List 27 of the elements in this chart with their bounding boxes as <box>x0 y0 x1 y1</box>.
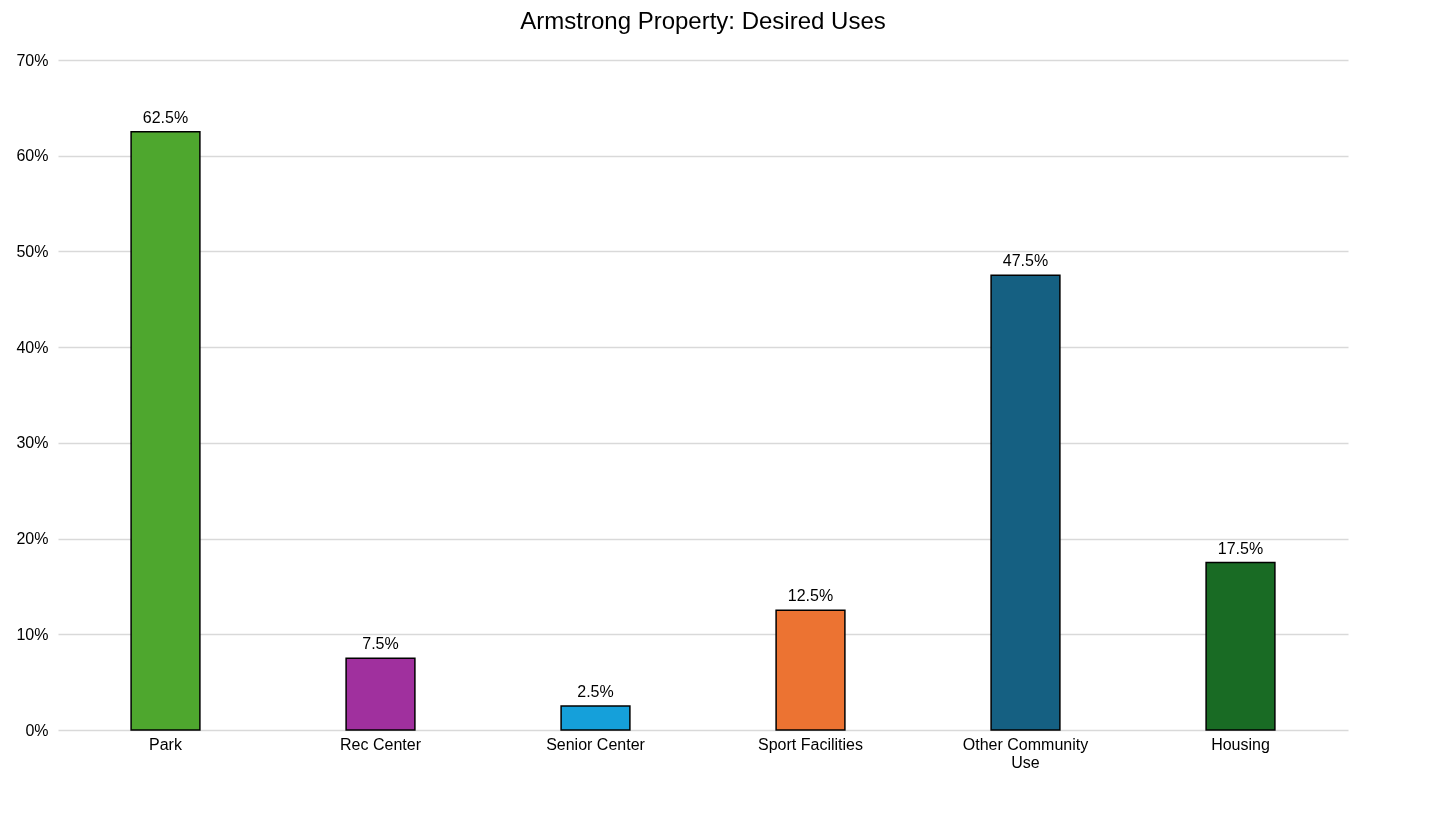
y-tick-label: 30% <box>16 434 49 452</box>
bar <box>990 274 1061 731</box>
y-tick-label: 40% <box>16 338 49 356</box>
data-label: 2.5% <box>577 683 614 701</box>
x-tick-label: Park <box>149 735 183 753</box>
bar <box>345 657 416 731</box>
data-label: 17.5% <box>1217 539 1264 557</box>
y-tick-label: 20% <box>16 530 49 548</box>
y-tick-label: 0% <box>25 721 49 739</box>
y-tick-label: 70% <box>16 51 49 69</box>
x-tick-label: Sport Facilities <box>758 735 863 753</box>
x-tick-label: Senior Center <box>546 735 646 753</box>
data-label: 47.5% <box>1002 252 1049 270</box>
bar <box>1205 561 1276 731</box>
data-label: 7.5% <box>362 635 399 653</box>
y-tick-label: 10% <box>16 625 49 643</box>
data-label: 62.5% <box>142 108 189 126</box>
y-tick-label: 50% <box>16 242 49 260</box>
y-tick-label: 60% <box>16 147 49 165</box>
x-tick-label: Other Community Use <box>962 735 1089 771</box>
bar <box>130 131 201 731</box>
bar <box>775 609 846 731</box>
data-label: 12.5% <box>787 587 834 605</box>
chart-title: Armstrong Property: Desired Uses <box>520 7 886 34</box>
bar <box>560 705 631 731</box>
x-tick-label: Rec Center <box>340 735 422 753</box>
x-tick-label: Housing <box>1211 735 1270 753</box>
